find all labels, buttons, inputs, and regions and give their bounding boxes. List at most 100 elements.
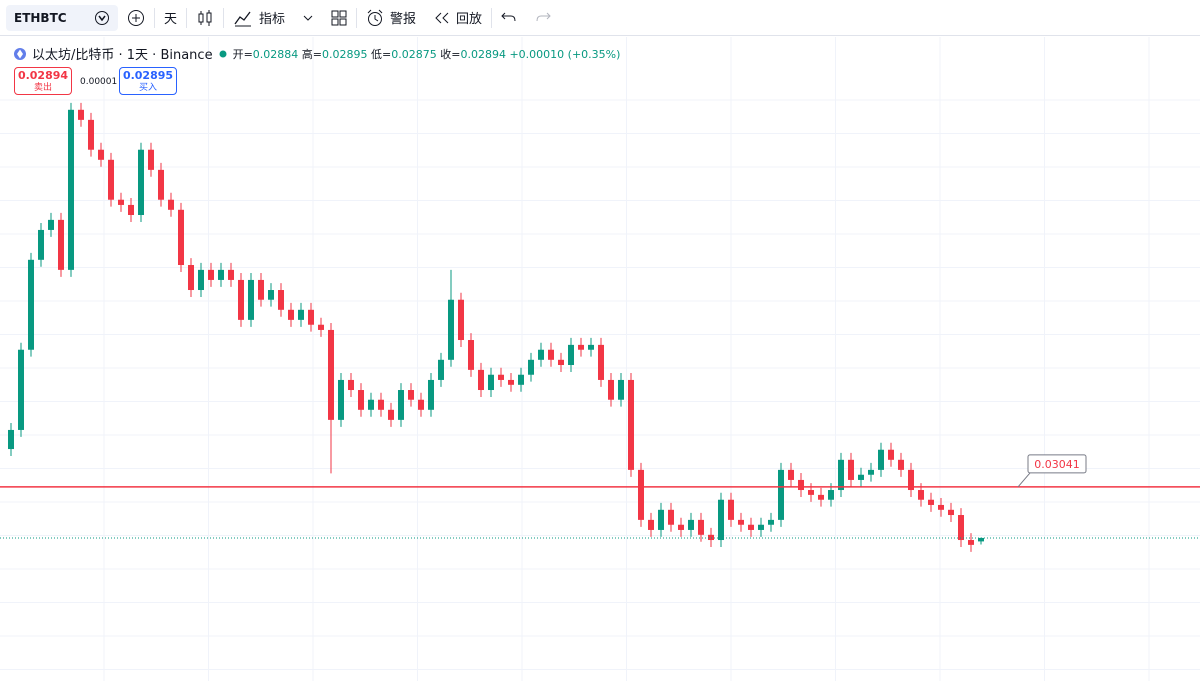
candle-body: [848, 459, 854, 480]
low-label: 低=: [371, 47, 392, 61]
candle-body: [458, 299, 464, 341]
candle-body: [108, 159, 114, 200]
icon: [95, 10, 109, 25]
sell-label: 卖出: [33, 83, 52, 93]
candle-body: [968, 540, 974, 545]
candle-body: [858, 474, 864, 480]
candle-body: [788, 469, 794, 480]
candle-body: [338, 379, 344, 420]
candle-body: [178, 209, 184, 266]
candle-body: [828, 490, 834, 500]
candle-body: [578, 344, 584, 350]
candle-body: [78, 109, 84, 120]
candle-body: [468, 340, 474, 370]
replay-button[interactable]: 回放: [425, 0, 491, 36]
close-label: 收=: [440, 47, 461, 61]
candle-body: [88, 119, 94, 150]
candle-body: [118, 199, 124, 205]
candle-body: [588, 344, 594, 350]
candle-body: [878, 449, 884, 470]
candle-body: [318, 324, 324, 330]
compare-button[interactable]: [118, 0, 154, 36]
candle-body: [28, 259, 34, 350]
candle-body: [868, 469, 874, 475]
candle-body: [618, 379, 624, 400]
candle-body: [698, 519, 704, 535]
candle-body: [238, 279, 244, 320]
candle-body: [778, 469, 784, 520]
icon: [128, 9, 144, 26]
candle-body: [818, 494, 824, 500]
toolbar: ETHBTC 天 指标 警报 回放: [0, 0, 1200, 36]
candle-body: [428, 379, 434, 410]
price-line-label: 0.03041: [1034, 458, 1080, 471]
candle-body: [528, 359, 534, 375]
buy-price: 0.02895: [122, 69, 174, 82]
redo-button[interactable]: [526, 0, 560, 36]
candle-body: [168, 199, 174, 210]
open-label: 开=: [232, 47, 253, 61]
high-label: 高=: [301, 47, 323, 61]
buy-button[interactable]: 0.02895 买入: [119, 67, 177, 95]
symbol-logo: [14, 47, 26, 60]
alert-button[interactable]: 警报: [357, 0, 425, 36]
candle-body: [558, 359, 564, 366]
candle-body: [598, 344, 604, 380]
icon: [367, 9, 383, 26]
candle-body: [328, 329, 334, 420]
separator: [186, 7, 188, 28]
separator: [223, 7, 225, 28]
candle-body: [898, 459, 904, 470]
price-line-pointer: [1017, 472, 1031, 488]
candle-body: [158, 169, 164, 200]
candle-body: [718, 499, 724, 541]
candle-body: [838, 459, 844, 491]
candle-body: [138, 149, 144, 216]
candle-body: [248, 279, 254, 320]
icon: [331, 10, 347, 25]
high-value: 0.02895: [322, 47, 368, 61]
interval-button[interactable]: 天: [155, 0, 186, 36]
legend-title: 以太坊/比特币 · 1天 · Binance: [32, 48, 213, 63]
symbol-search[interactable]: ETHBTC: [6, 4, 118, 31]
candle-body: [758, 524, 764, 530]
close-value: 0.02894: [460, 47, 506, 61]
candle-body: [408, 390, 414, 400]
symbol: ETHBTC: [14, 10, 67, 25]
candle-body: [688, 519, 694, 530]
candle-body: [268, 290, 274, 300]
candle-body: [378, 399, 384, 410]
open-value: 0.02884: [252, 47, 299, 61]
icon: [198, 9, 212, 26]
candle-body: [418, 399, 424, 410]
candle-body: [918, 490, 924, 500]
candle-body: [188, 265, 194, 291]
alert: 警报: [390, 12, 417, 27]
candle-body: [478, 369, 484, 391]
candle-body: [38, 229, 44, 260]
candle-body: [678, 524, 684, 530]
icon: [303, 15, 313, 21]
sell-button[interactable]: 0.02894 卖出: [14, 67, 72, 95]
candle-body: [348, 379, 354, 391]
low-value: 0.02875: [391, 47, 437, 61]
separator: [356, 7, 358, 28]
indicators-button[interactable]: 指标: [224, 0, 294, 36]
candle-body: [438, 359, 444, 380]
candle-body: [128, 204, 134, 216]
candle-body: [538, 349, 544, 360]
chart-type-button[interactable]: [187, 0, 223, 36]
candle-body: [98, 149, 104, 160]
candle-body: [48, 219, 54, 230]
indicators-menu[interactable]: [294, 0, 322, 36]
candle-body: [288, 309, 294, 320]
candle-body: [518, 374, 524, 385]
legend: 以太坊/比特币 · 1天 · Binance 开=0.02884 高=0.028…: [14, 44, 620, 63]
price-line-label-box: [1027, 454, 1087, 474]
candle-body: [308, 309, 314, 325]
layout-button[interactable]: [322, 0, 356, 36]
undo-button[interactable]: [492, 0, 526, 36]
candle-body: [368, 399, 374, 410]
candle-body: [908, 469, 914, 491]
candle-body: [298, 309, 304, 320]
